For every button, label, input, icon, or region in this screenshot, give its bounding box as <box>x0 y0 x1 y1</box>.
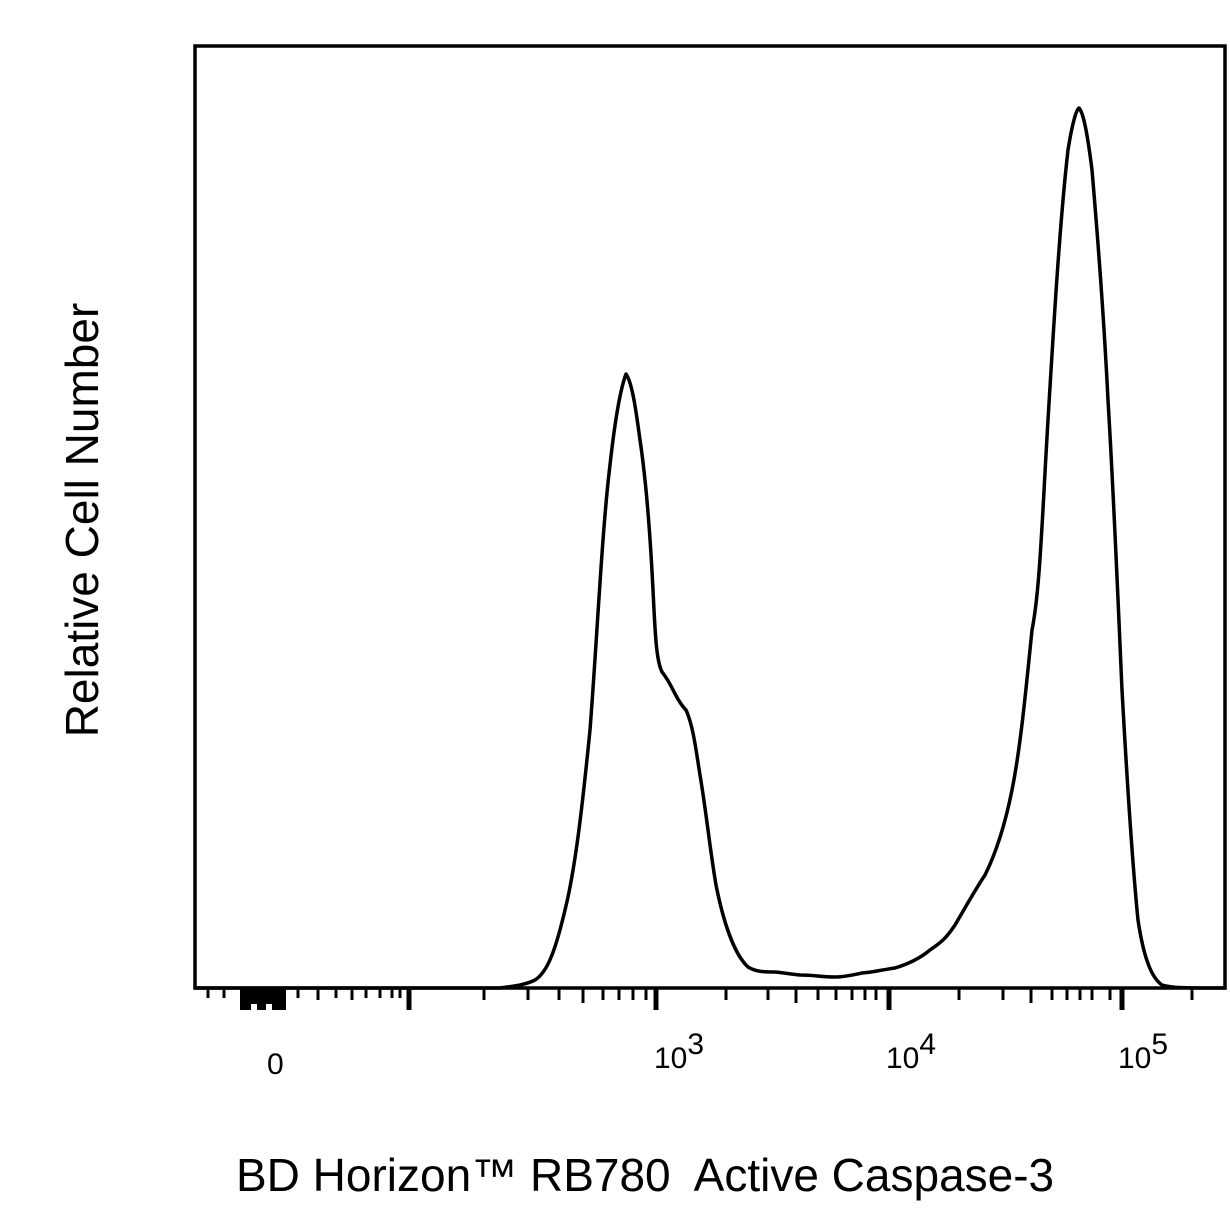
tick-base: 0 <box>267 1048 284 1081</box>
tick-exponent: 3 <box>687 1028 705 1061</box>
tick-base: 10 <box>1118 1042 1152 1075</box>
tick-base: 10 <box>654 1042 688 1075</box>
x-tick-label-1e3: 103 <box>654 1030 704 1075</box>
tick-exponent: 4 <box>919 1028 937 1061</box>
histogram-curve <box>193 106 1227 990</box>
x-tick-label-1e4: 104 <box>886 1030 936 1075</box>
tick-base: 10 <box>886 1042 920 1075</box>
y-axis-label: Relative Cell Number <box>56 302 108 738</box>
x-tick-label-1e5: 105 <box>1118 1030 1168 1075</box>
x-axis-ticks <box>206 988 1194 1012</box>
x-tick-label-0: 0 <box>267 1050 284 1080</box>
x-axis-label: BD Horizon™ RB780 Active Caspase-3 <box>236 1149 1055 1201</box>
tick-exponent: 5 <box>1151 1028 1169 1061</box>
plot-frame <box>193 44 1227 990</box>
